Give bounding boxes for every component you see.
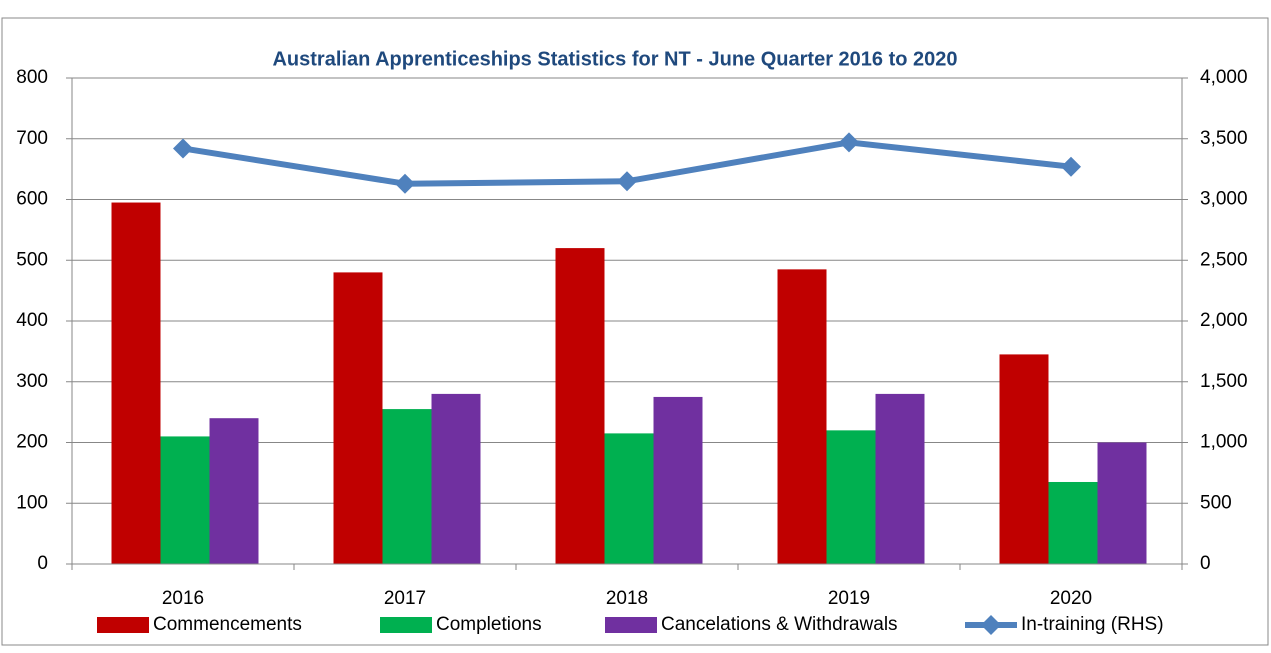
y2-tick-label: 500 bbox=[1200, 492, 1232, 513]
x-tick-label: 2020 bbox=[1050, 588, 1092, 609]
y2-tick-label: 1,000 bbox=[1200, 432, 1248, 453]
bar bbox=[209, 418, 259, 564]
chart-title: Australian Apprenticeships Statistics fo… bbox=[272, 48, 957, 70]
marker bbox=[1061, 156, 1081, 177]
marker bbox=[173, 138, 193, 159]
y-tick-label: 500 bbox=[16, 249, 48, 270]
y2-tick-label: 4,000 bbox=[1200, 67, 1248, 88]
y2-tick-label: 1,500 bbox=[1200, 371, 1248, 392]
legend-label: Commencements bbox=[153, 614, 302, 635]
legend-swatch bbox=[380, 617, 432, 633]
x-tick-label: 2018 bbox=[606, 588, 648, 609]
bar bbox=[160, 436, 210, 564]
bar bbox=[111, 202, 161, 564]
legend-swatch bbox=[97, 617, 149, 633]
y-tick-label: 0 bbox=[37, 553, 48, 574]
legend-label: Completions bbox=[436, 614, 542, 635]
marker bbox=[839, 132, 859, 153]
x-tick-label: 2019 bbox=[828, 588, 870, 609]
y-tick-label: 300 bbox=[16, 371, 48, 392]
bar bbox=[1048, 481, 1098, 564]
bar bbox=[604, 433, 654, 564]
bar bbox=[431, 393, 481, 564]
y2-tick-label: 3,000 bbox=[1200, 189, 1248, 210]
y-tick-label: 600 bbox=[16, 189, 48, 210]
bar bbox=[382, 409, 432, 564]
bar bbox=[1097, 442, 1147, 564]
bar bbox=[826, 430, 876, 564]
y-tick-label: 700 bbox=[16, 128, 48, 149]
legend-marker bbox=[981, 615, 1001, 635]
y-tick-label: 800 bbox=[16, 67, 48, 88]
y-tick-label: 200 bbox=[16, 432, 48, 453]
bar bbox=[777, 269, 827, 564]
legend-label: Cancelations & Withdrawals bbox=[661, 614, 898, 635]
bar bbox=[653, 396, 703, 564]
bar bbox=[875, 393, 925, 564]
bar bbox=[333, 272, 383, 564]
x-tick-label: 2016 bbox=[162, 588, 204, 609]
marker bbox=[395, 173, 415, 194]
y2-tick-label: 3,500 bbox=[1200, 128, 1248, 149]
legend-swatch bbox=[605, 617, 657, 633]
y2-tick-label: 2,500 bbox=[1200, 249, 1248, 270]
bar bbox=[555, 248, 605, 564]
bar bbox=[999, 354, 1049, 564]
legend-label: In-training (RHS) bbox=[1021, 614, 1164, 635]
x-tick-label: 2017 bbox=[384, 588, 426, 609]
y2-tick-label: 2,000 bbox=[1200, 310, 1248, 331]
marker bbox=[617, 171, 637, 192]
y-tick-label: 100 bbox=[16, 492, 48, 513]
y2-tick-label: 0 bbox=[1200, 553, 1211, 574]
y-tick-label: 400 bbox=[16, 310, 48, 331]
